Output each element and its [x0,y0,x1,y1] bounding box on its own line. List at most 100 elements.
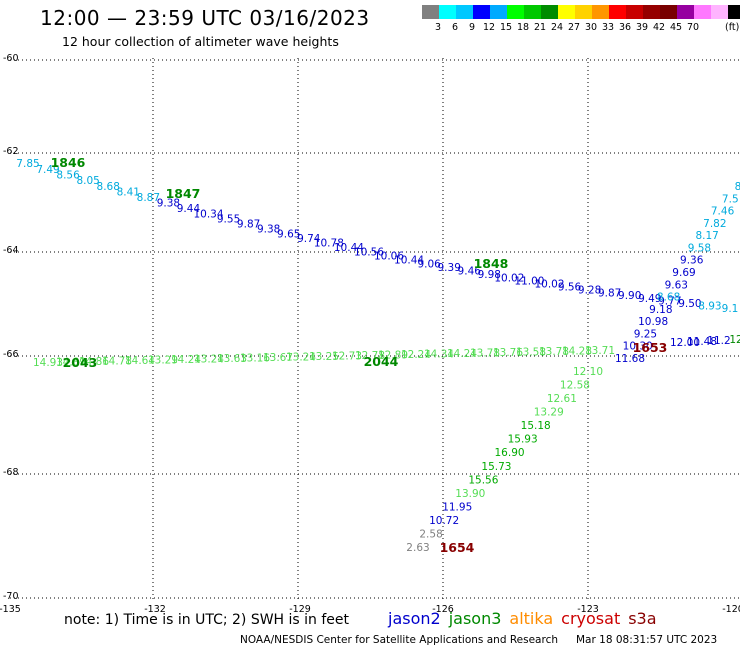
wave-height-value: 7.5 [722,193,739,205]
timestamp: Mar 18 08:31:57 UTC 2023 [576,634,718,646]
latitude-label: -60 [3,53,19,64]
wave-height-value: 2.63 [406,542,429,554]
latitude-label: -64 [3,245,19,256]
longitude-label: -129 [289,604,311,615]
scale-swatch [524,5,541,19]
wave-height-value: 13.29 [534,407,564,419]
scale-label: 9 [468,22,476,33]
scale-swatch [694,5,711,19]
wave-height-value: 11.68 [615,353,645,365]
wave-height-value: 7.82 [703,218,726,230]
scale-label: 39 [635,22,649,33]
legend-jason2: jason2 [388,609,441,628]
scale-label: 6 [451,22,459,33]
wave-height-value: 13.67 [263,352,293,364]
wave-height-value: 10.34 [193,208,223,220]
scale-swatch [728,5,740,19]
wave-height-observations: 7.857.498.568.058.688.418.879.389.4410.3… [16,158,740,554]
wave-height-value: 10.56 [354,246,384,258]
wave-height-value: 10.44 [394,255,424,267]
wave-height-value: 9.77 [658,295,681,307]
wave-height-value: 13.16 [240,353,270,365]
wave-height-value: 13.58 [516,347,546,359]
wave-height-value: 8.05 [76,175,99,187]
wave-height-value: 9.39 [438,262,461,274]
scale-swatch [592,5,609,19]
wave-height-value: 14.28 [562,346,592,358]
wave-height-value: 14.93 [33,357,63,369]
scale-label: 3 [434,22,442,33]
wave-height-value: 13.63 [217,353,247,365]
latitude-label: -62 [3,146,19,157]
wave-height-value: 9.87 [237,219,260,231]
wave-height-value: 2.58 [419,528,442,540]
credit-text: NOAA/NESDIS Center for Satellite Applica… [240,634,558,646]
wave-height-value: 8.56 [56,169,80,181]
scale-label: 15 [499,22,513,33]
wave-height-value: 9.36 [680,255,704,267]
wave-height-value: 9.49 [638,293,661,305]
wave-height-value: 9.38 [257,224,280,236]
wave-height-value: 12.61 [547,393,577,405]
scale-swatch [507,5,524,19]
wave-height-value: 13.71 [585,345,615,357]
satellite-legend: jason2 jason3 altika cryosat s3a [388,609,665,628]
pass-time-label: 1654 [440,540,475,555]
wave-height-value: 10.98 [638,316,668,328]
wave-height-value: 14.24 [171,354,201,366]
wave-height-value: 11.00 [514,276,544,288]
wave-height-value: 12.58 [560,380,590,392]
wave-height-value: 15.73 [481,461,511,473]
wave-height-value: 12 [729,334,740,346]
pass-time-label: 2044 [364,354,399,369]
latitude-label: -70 [3,591,19,602]
scale-swatch [609,5,626,19]
scale-swatch [456,5,473,19]
wave-height-value: 9.69 [672,267,695,279]
wave-height-value: 9.38 [157,198,180,210]
wave-height-value: 9.50 [678,298,701,310]
scale-swatch [439,5,456,19]
wave-height-value: 8.68 [657,292,680,304]
wave-height-value: 13.76 [493,347,523,359]
legend-s3a: s3a [628,609,657,628]
wave-height-value: 15.56 [468,474,498,486]
scale-label: 24 [550,22,564,33]
wave-height-value: 9.44 [177,203,201,215]
scale-swatch [626,5,643,19]
latitude-label: -66 [3,349,19,360]
footer-note: note: 1) Time is in UTC; 2) SWH is in fe… [64,612,350,628]
wave-height-value: 8 [735,181,740,193]
wave-height-value: 9.90 [618,290,641,302]
scale-swatch [473,5,490,19]
wave-height-value: 9.18 [649,304,672,316]
scale-swatch [643,5,660,19]
wave-height-value: 13.25 [309,351,339,363]
scale-swatch [490,5,507,19]
wave-height-value: 8.87 [137,192,160,204]
longitude-label: -120 [722,604,740,615]
longitude-label: -135 [0,604,21,615]
wave-height-value: 14.64 [125,355,155,367]
scale-swatch [558,5,575,19]
wave-height-value: 8.93 [698,300,721,312]
longitude-label: -126 [432,604,454,615]
wave-height-value: 9.25 [634,328,657,340]
scale-label: 18 [516,22,530,33]
wave-height-value: 9.87 [598,287,621,299]
wave-height-value: 13.78 [539,346,569,358]
wave-height-value: 10.30 [623,341,653,353]
scale-swatch [541,5,558,19]
wave-height-value: 13.90 [455,488,485,500]
wave-height-value: 9.74 [297,233,321,245]
wave-height-value: 14.34 [424,349,454,361]
wave-height-value: 9.1 [722,303,739,315]
page-subtitle: 12 hour collection of altimeter wave hei… [62,34,339,49]
scale-label: 33 [601,22,615,33]
wave-height-value: 15.93 [508,434,538,446]
wave-height-value: 11.48 [687,336,717,348]
wave-height-value: 16.90 [495,447,525,459]
wave-height-value: 9.55 [217,214,240,226]
pass-time-label: 2043 [63,355,98,370]
